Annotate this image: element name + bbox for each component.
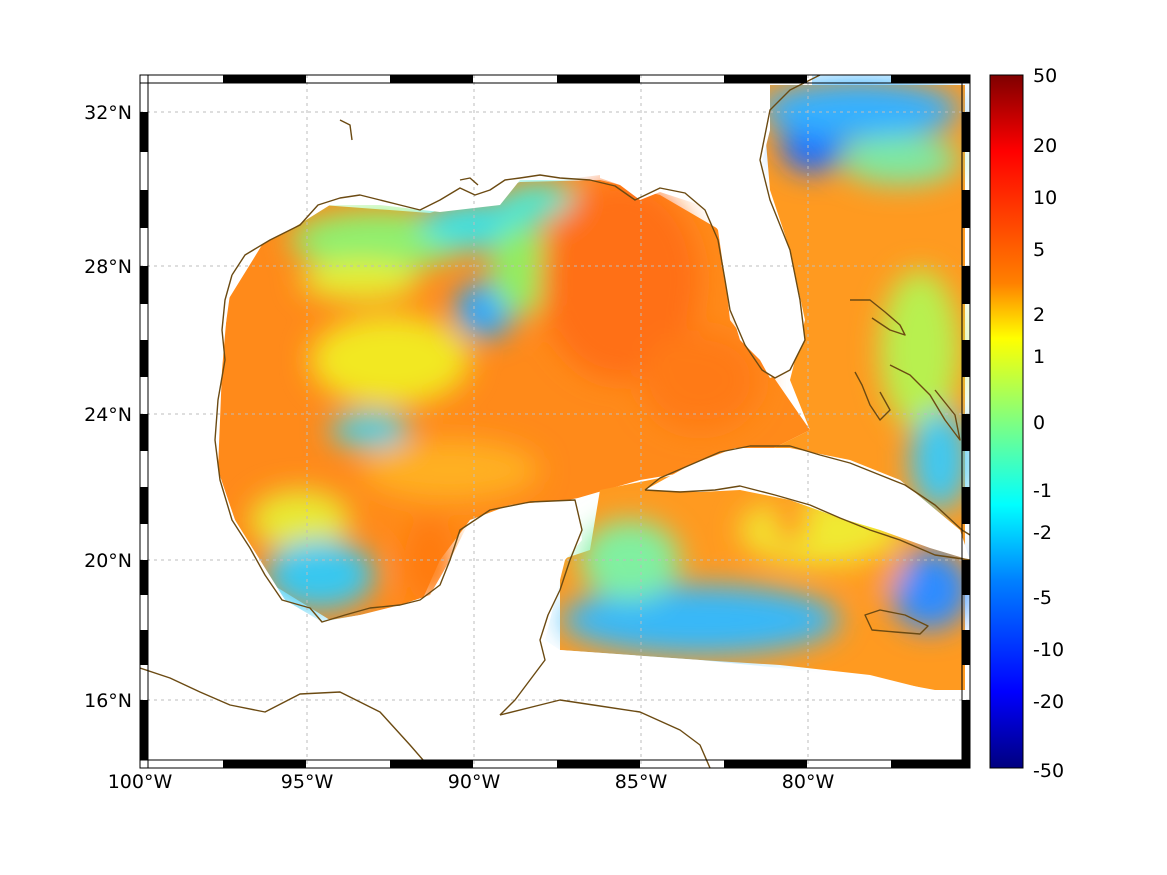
lat-tick-label: 28°N: [84, 256, 132, 278]
colorbar-tick-label: -5: [1033, 587, 1052, 609]
colorbar-tick-label: 50: [1033, 65, 1057, 87]
lat-tick-label: 20°N: [84, 550, 132, 572]
colorbar: 50 20 10 5 2 1 0 -1 -2 -5 -10 -20 -50: [989, 65, 1064, 782]
colorbar-tick-label: 20: [1033, 135, 1057, 157]
data-field: [140, 75, 970, 768]
colorbar-tick-label: 2: [1033, 304, 1045, 326]
lon-tick-labels: 100°W 95°W 90°W 85°W 80°W: [108, 771, 835, 793]
lat-tick-label: 16°N: [84, 690, 132, 712]
us-gulf-coast-land: [140, 75, 600, 622]
lat-tick-labels: 32°N 28°N 24°N 20°N 16°N: [84, 102, 132, 712]
lat-tick-label: 24°N: [84, 404, 132, 426]
colorbar-tick-label: -50: [1033, 760, 1064, 782]
coastlines: [140, 75, 970, 768]
colorbar-tick-label: 0: [1033, 412, 1045, 434]
lon-tick-label: 80°W: [782, 771, 835, 793]
colorbar-tick-label: 1: [1033, 346, 1045, 368]
colorbar-tick-label: -1: [1033, 480, 1052, 502]
lon-tick-label: 90°W: [448, 771, 501, 793]
yucatan-land: [140, 500, 582, 768]
colorbar-tick-label: -10: [1033, 639, 1064, 661]
colorbar-tick-labels: 50 20 10 5 2 1 0 -1 -2 -5 -10 -20 -50: [1033, 65, 1064, 782]
colorbar-gradient: [989, 74, 1024, 769]
florida-land: [600, 75, 812, 378]
lon-tick-label: 100°W: [108, 771, 173, 793]
lon-tick-label: 85°W: [615, 771, 668, 793]
graticule: [140, 75, 970, 768]
southern-mask: [560, 650, 970, 768]
colorbar-tick-label: -2: [1033, 522, 1052, 544]
colorbar-tick-label: 10: [1033, 187, 1057, 209]
lon-tick-label: 95°W: [281, 771, 334, 793]
colorbar-tick-label: 5: [1033, 239, 1045, 261]
colorbar-tick-label: -20: [1033, 691, 1064, 713]
lat-tick-label: 32°N: [84, 102, 132, 124]
plot-frame: [139, 74, 971, 769]
